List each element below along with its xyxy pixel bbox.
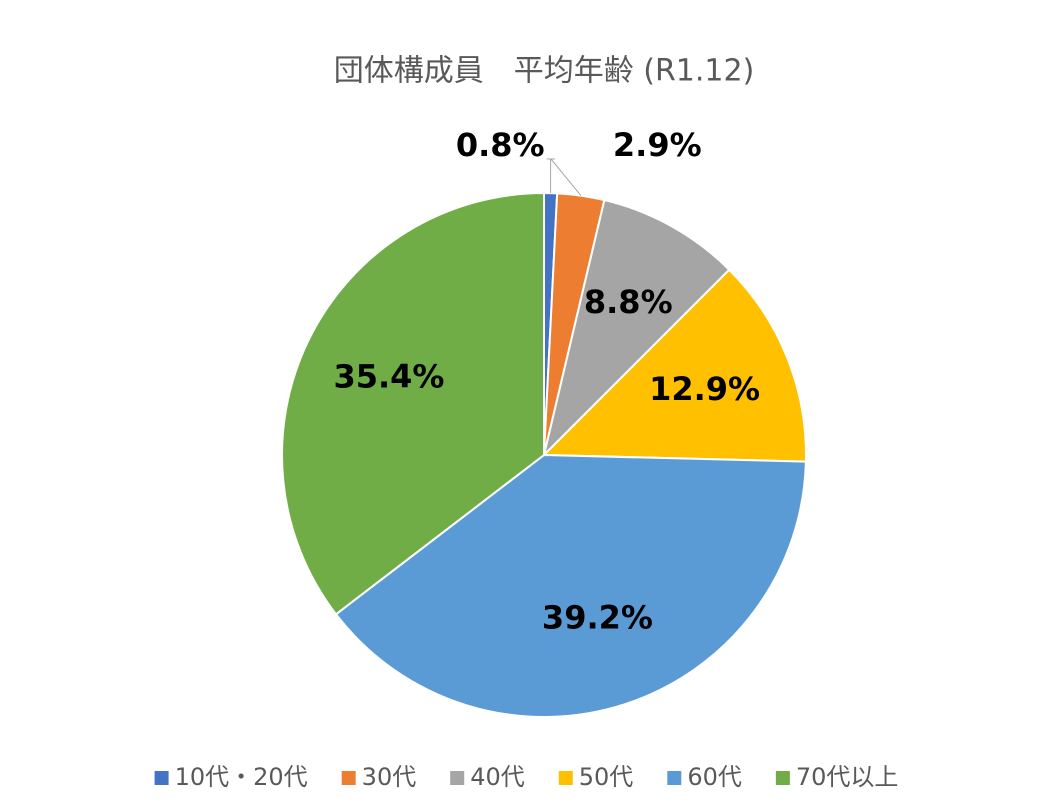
- legend-swatch: [341, 771, 356, 785]
- pie-slice: [541, 268, 807, 463]
- legend-label: 30代: [362, 763, 417, 791]
- legend-swatch: [775, 771, 790, 785]
- legend-swatch: [450, 771, 465, 785]
- legend-swatch: [154, 771, 169, 785]
- pie-slice: [542, 198, 731, 459]
- legend-label: 40代: [470, 763, 525, 791]
- data-label: 0.8%: [456, 126, 545, 164]
- data-label: 2.9%: [613, 126, 702, 164]
- data-label: 35.4%: [333, 357, 444, 395]
- leader-line: [546, 158, 552, 194]
- legend-label: 10代・20代: [175, 763, 308, 791]
- legend-swatch: [558, 771, 573, 785]
- legend-label: 50代: [579, 763, 634, 791]
- data-label: 12.9%: [649, 370, 760, 408]
- data-label: 39.2%: [542, 598, 653, 636]
- pie-slice: [334, 453, 807, 718]
- data-label: 8.8%: [584, 283, 673, 321]
- pie-slice: [281, 191, 545, 616]
- legend-swatch: [667, 771, 682, 785]
- legend-label: 60代: [687, 763, 742, 791]
- legend: 10代・20代 30代 40代 50代 60代 70代以上: [154, 763, 899, 791]
- legend-label: 70代以上: [796, 763, 899, 791]
- chart-title: 団体構成員 平均年齢 (R1.12): [334, 54, 755, 89]
- leader-line: [549, 158, 582, 196]
